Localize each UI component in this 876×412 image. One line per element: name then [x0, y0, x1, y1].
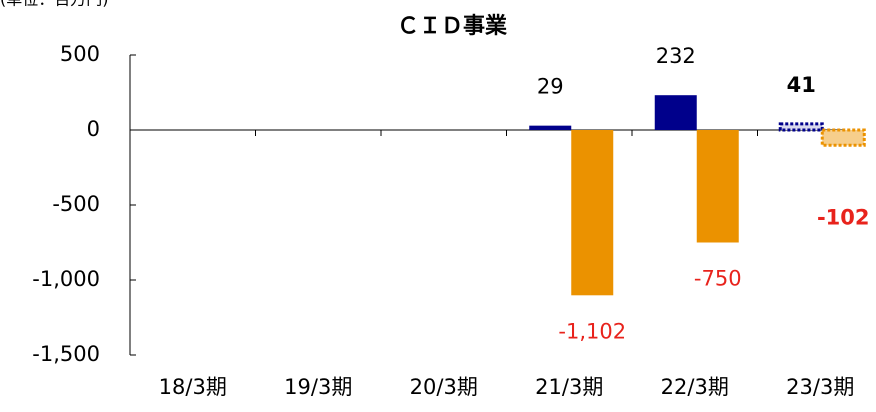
- bar: [571, 130, 614, 296]
- bar: [654, 95, 697, 130]
- value-label: 29: [537, 75, 564, 99]
- y-tick-label: -500: [52, 192, 100, 216]
- x-tick-label: 21/3期: [535, 375, 603, 399]
- y-tick-label: -1,500: [32, 342, 100, 366]
- bar: [820, 128, 866, 147]
- y-tick-label: -1,000: [32, 267, 100, 291]
- y-tick-label: 500: [60, 42, 100, 66]
- x-tick-label: 20/3期: [410, 375, 478, 399]
- chart-title: ＣＩＤ事業: [397, 13, 508, 39]
- value-label: -102: [817, 205, 870, 229]
- value-label: -1,102: [558, 319, 626, 343]
- unit-note: (単位：百万円): [0, 0, 109, 9]
- value-label: 232: [656, 44, 696, 68]
- value-label: -750: [694, 267, 742, 291]
- x-tick-label: 19/3期: [284, 375, 352, 399]
- y-tick-label: 0: [87, 117, 100, 141]
- x-tick-label: 22/3期: [661, 375, 729, 399]
- x-tick-label: 23/3期: [786, 375, 854, 399]
- bar: [696, 130, 739, 243]
- bar: [529, 125, 572, 130]
- bar: [778, 122, 824, 132]
- x-tick-label: 18/3期: [159, 375, 227, 399]
- value-label: 41: [787, 73, 816, 97]
